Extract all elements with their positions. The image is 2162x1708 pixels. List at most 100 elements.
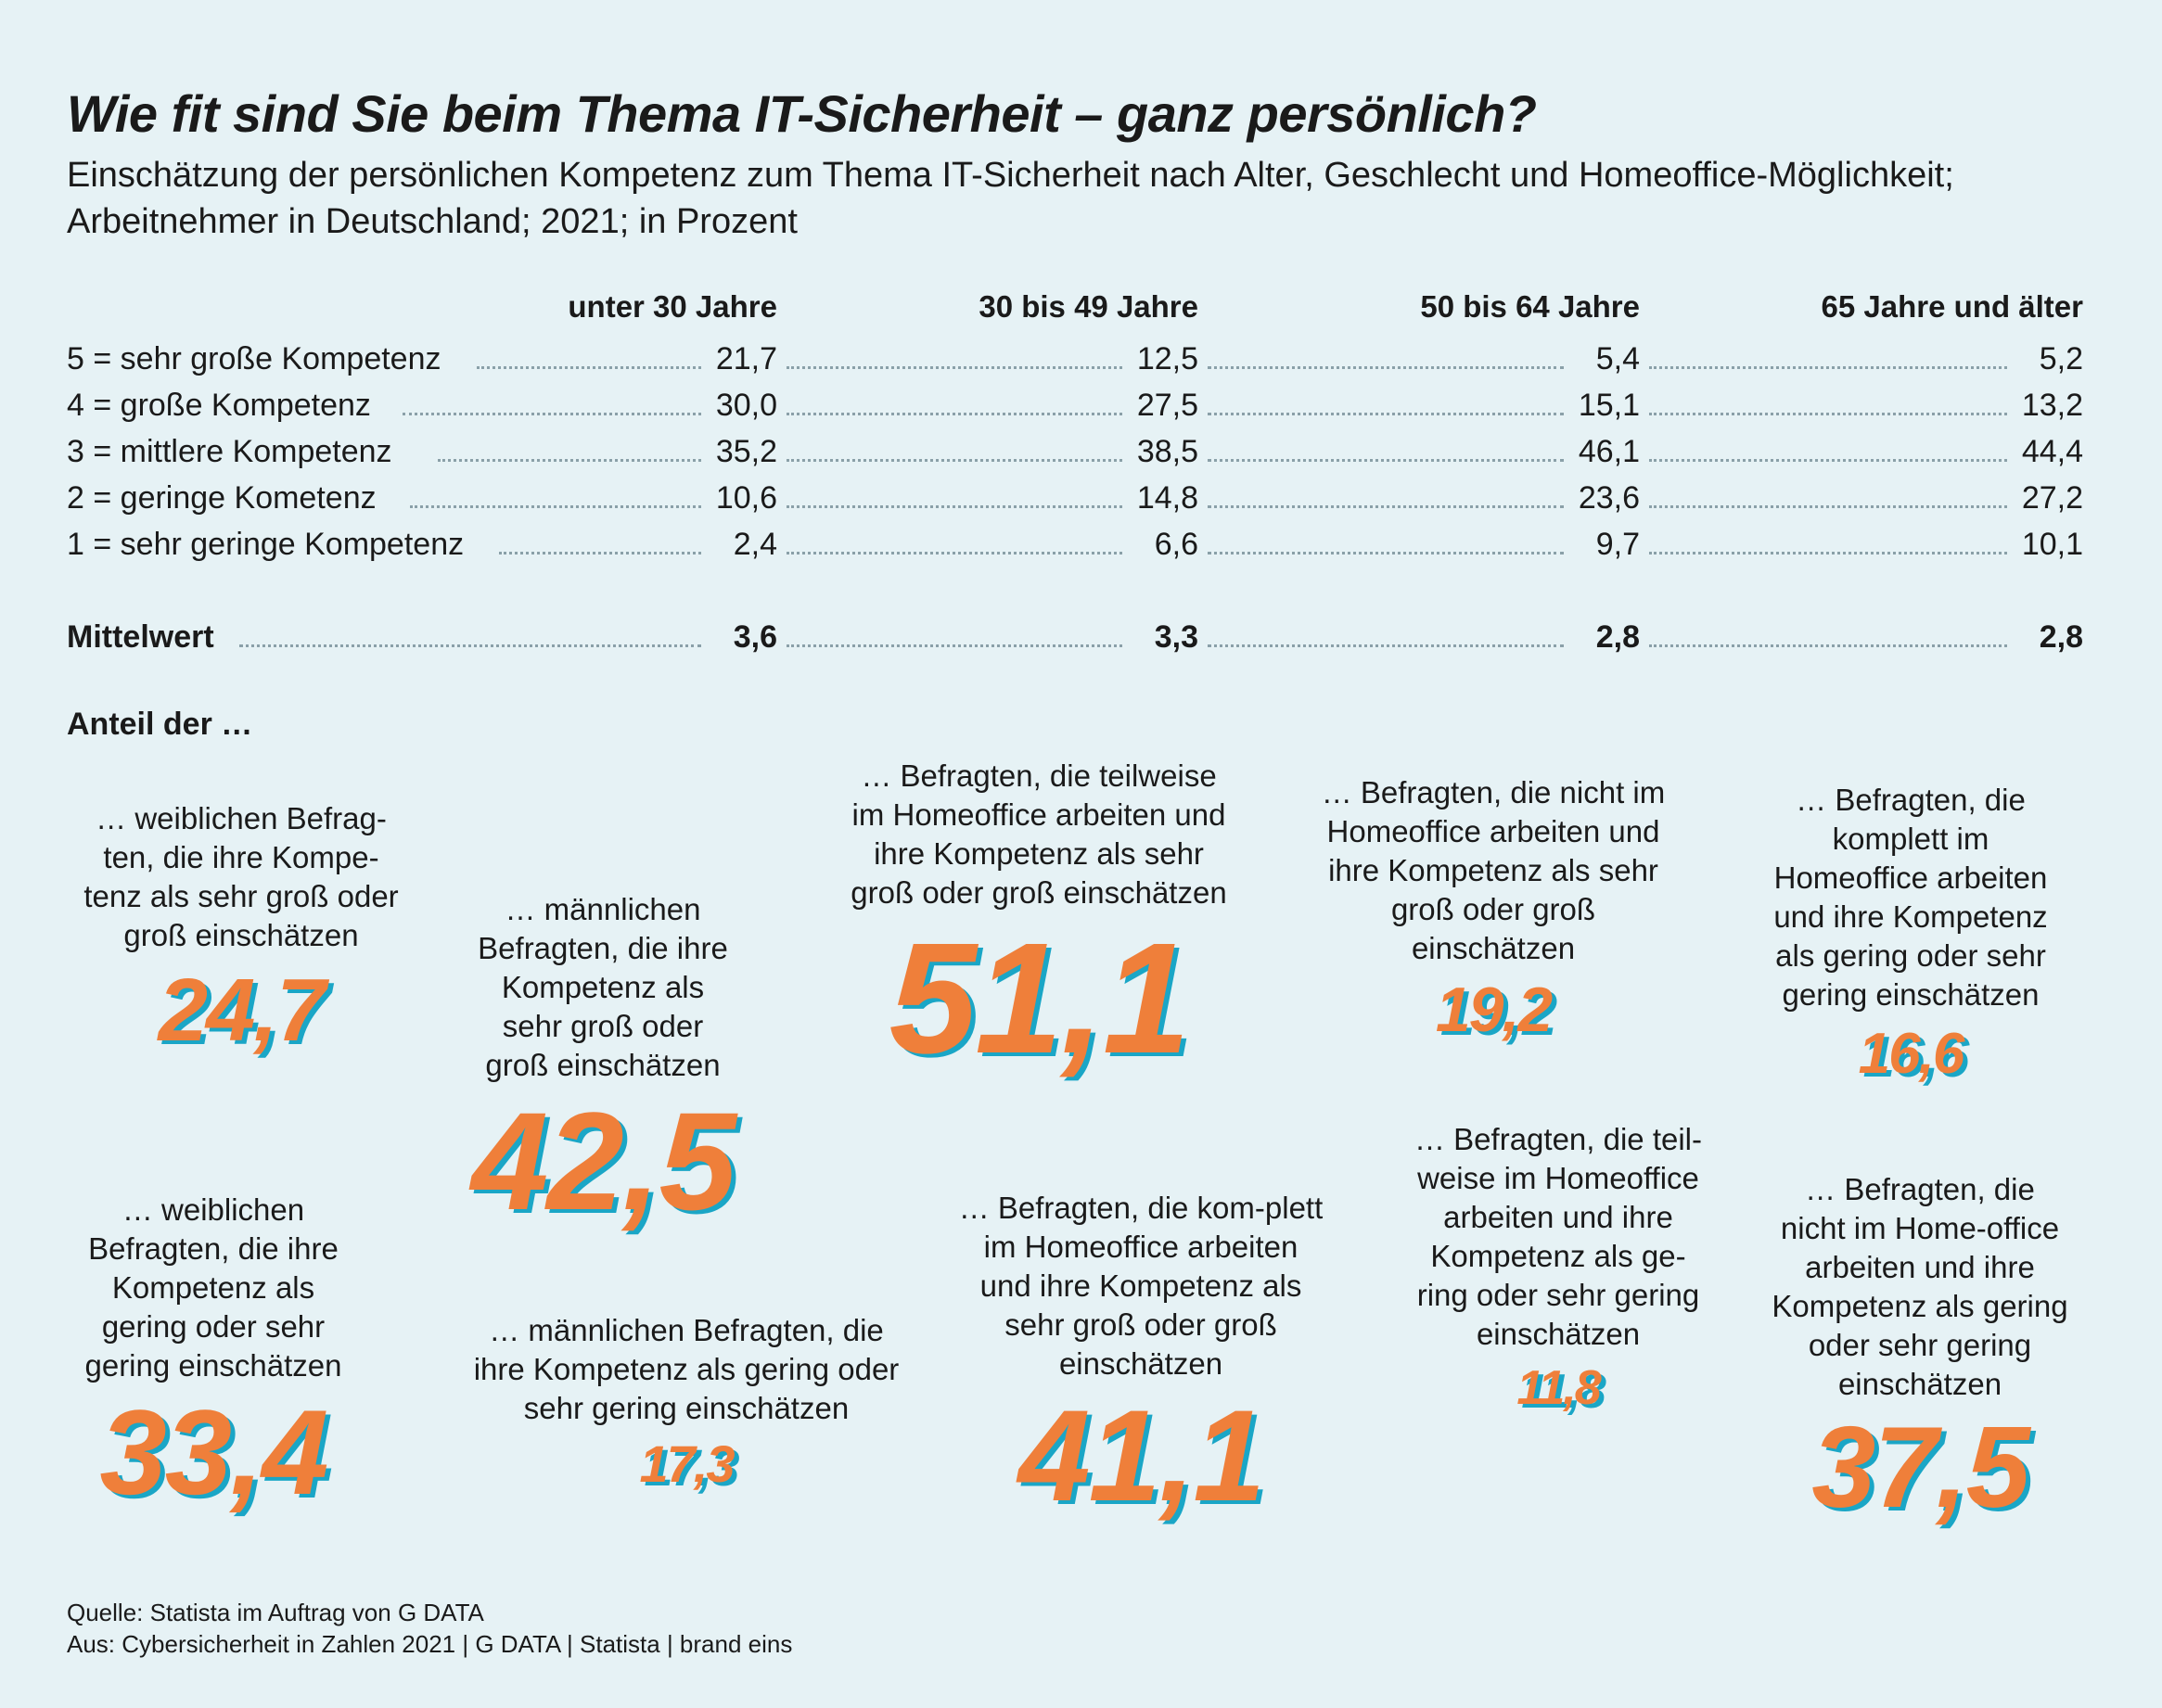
stat-description: … männlichen Befragten, die ihre Kompete… [478,892,728,1082]
stat-block: … Befragten, die teil-weise im Homeoffic… [1373,1120,1744,1414]
stat-value: 42,5 [471,1083,736,1239]
cell-value: 38,5 [1136,434,1198,469]
stat-value: 16,6 [1858,1022,1965,1086]
cell-value: 21,7 [715,341,777,376]
cell-value: 5,2 [2039,341,2083,376]
col-header-under30: unter 30 Jahre [568,289,777,324]
cell-value: 27,2 [2021,480,2083,516]
cell-value: 27,5 [1136,388,1198,423]
cell-value: 5,4 [1595,341,1640,376]
stat-block: … Befragten, die teilweise im Homeoffice… [835,757,1243,1082]
dotted-leader [1208,552,1564,554]
stat-value: 17,3 [639,1434,736,1493]
cell-value: 9,7 [1595,527,1640,562]
table-row: 3 = mittlere Kompetenz 35,2 38,5 46,1 44,4 [67,428,2083,475]
dotted-leader [1649,644,2007,647]
table-row: 2 = geringe Kometenz 10,6 14,8 23,6 27,2 [67,475,2083,521]
stat-description: … Befragten, die nicht im Home-office ar… [1772,1172,2068,1401]
dotted-leader [787,505,1122,508]
dotted-leader [499,552,701,554]
stat-description: … Befragten, die nicht im Homeoffice arb… [1321,775,1666,965]
stat-description: … weiblichen Befrag-ten, die ihre Kompe-… [83,801,399,952]
stat-description: … Befragten, die kom-plett im Homeoffice… [958,1191,1324,1381]
dotted-leader [1208,459,1564,462]
table-row: 5 = sehr große Kompetenz 21,7 12,5 5,4 5,2 [67,336,2083,382]
dotted-leader [1649,552,2007,554]
cell-value: 44,4 [2021,434,2083,469]
stat-block: … weiblichen Befrag-ten, die ihre Kompe-… [56,799,427,1058]
row-label: 5 = sehr große Kompetenz [67,341,441,376]
stat-value: 24,7 [158,961,326,1060]
stat-description: … Befragten, die teil-weise im Homeoffic… [1414,1122,1702,1351]
stat-block: … weiblichen Befragten, die ihre Kompete… [56,1191,371,1516]
chart-title: Wie fit sind Sie beim Thema IT-Sicherhei… [67,84,1537,143]
cell-value: 3,6 [733,619,777,655]
cell-value: 30,0 [715,388,777,423]
dotted-leader [1649,413,2007,415]
section-label: Anteil der … [67,707,253,742]
row-label: 3 = mittlere Kompetenz [67,434,392,469]
cell-value: 2,8 [1595,619,1640,655]
col-header-50-64: 50 bis 64 Jahre [1420,289,1640,324]
cell-value: 10,6 [715,480,777,516]
dotted-leader [477,366,701,369]
chart-subtitle: Einschätzung der persönlichen Kompetenz … [67,156,1954,241]
stat-description: … Befragten, die teilweise im Homeoffice… [851,758,1227,910]
dotted-leader [1208,644,1564,647]
cell-value: 12,5 [1136,341,1198,376]
stat-block: … Befragten, die kom-plett im Homeoffice… [955,1189,1326,1523]
stat-block: … Befragten, die komplett im Homeoffice … [1744,781,2078,1084]
col-header-30-49: 30 bis 49 Jahre [979,289,1198,324]
stat-description: … weiblichen Befragten, die ihre Kompete… [84,1192,342,1383]
stat-value: 19,2 [1435,975,1553,1045]
stat-description: … männlichen Befragten, die ihre Kompete… [473,1313,900,1425]
dotted-leader [1649,459,2007,462]
cell-value: 14,8 [1136,480,1198,516]
source-note: Quelle: Statista im Auftrag von G DATA A… [67,1597,792,1660]
stat-value: 41,1 [1017,1383,1265,1528]
cell-value: 13,2 [2021,388,2083,423]
source-line-1: Quelle: Statista im Auftrag von G DATA [67,1599,484,1626]
stat-block: … männlichen Befragten, die ihre Kompete… [454,1311,918,1492]
dotted-leader [1208,413,1564,415]
cell-value: 23,6 [1578,480,1640,516]
row-label: Mittelwert [67,619,214,655]
row-label: 1 = sehr geringe Kompetenz [67,527,465,562]
row-label: 4 = große Kompetenz [67,388,371,423]
stat-block: … Befragten, die nicht im Homeoffice arb… [1308,773,1679,1043]
dotted-leader [1649,505,2007,508]
dotted-leader [1649,366,2007,369]
dotted-leader [787,459,1122,462]
stat-value: 11,8 [1516,1361,1601,1415]
stat-value: 37,5 [1811,1404,2029,1532]
dotted-leader [787,413,1122,415]
dotted-leader [438,459,701,462]
stat-value: 33,4 [99,1384,328,1520]
dotted-leader [239,644,701,647]
cell-value: 35,2 [715,434,777,469]
stat-description: … Befragten, die komplett im Homeoffice … [1773,783,2048,1012]
cell-value: 10,1 [2021,527,2083,562]
dotted-leader [410,505,701,508]
cell-value: 6,6 [1154,527,1198,562]
row-label: 2 = geringe Kometenz [67,480,377,516]
stat-value: 51,1 [889,911,1191,1087]
col-header-65plus: 65 Jahre und älter [1821,289,2083,324]
dotted-leader [787,552,1122,554]
stat-block: … Befragten, die nicht im Home-office ar… [1762,1170,2078,1528]
stat-block: … männlichen Befragten, die ihre Kompete… [417,890,788,1235]
cell-value: 3,3 [1154,619,1198,655]
mean-row: Mittelwert 3,6 3,3 2,8 2,8 [67,614,2083,660]
cell-value: 2,4 [733,527,777,562]
dotted-leader [1208,366,1564,369]
source-line-2: Aus: Cybersicherheit in Zahlen 2021 | G … [67,1630,793,1658]
cell-value: 15,1 [1578,388,1640,423]
dotted-leader [787,644,1122,647]
table-row: 4 = große Kompetenz 30,0 27,5 15,1 13,2 [67,382,2083,428]
dotted-leader [403,413,701,415]
dotted-leader [787,366,1122,369]
cell-value: 46,1 [1578,434,1640,469]
cell-value: 2,8 [2039,619,2083,655]
table-row: 1 = sehr geringe Kompetenz 2,4 6,6 9,7 10,1 [67,521,2083,567]
dotted-leader [1208,505,1564,508]
